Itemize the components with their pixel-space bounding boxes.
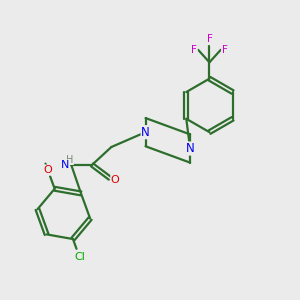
Text: N: N <box>61 160 70 170</box>
Text: Cl: Cl <box>74 252 85 262</box>
Text: F: F <box>222 45 227 55</box>
Text: H: H <box>66 154 74 164</box>
Text: O: O <box>44 165 52 175</box>
Text: O: O <box>111 175 120 185</box>
Text: N: N <box>141 126 150 139</box>
Text: F: F <box>206 34 212 44</box>
Text: N: N <box>186 142 194 155</box>
Text: F: F <box>191 45 197 55</box>
